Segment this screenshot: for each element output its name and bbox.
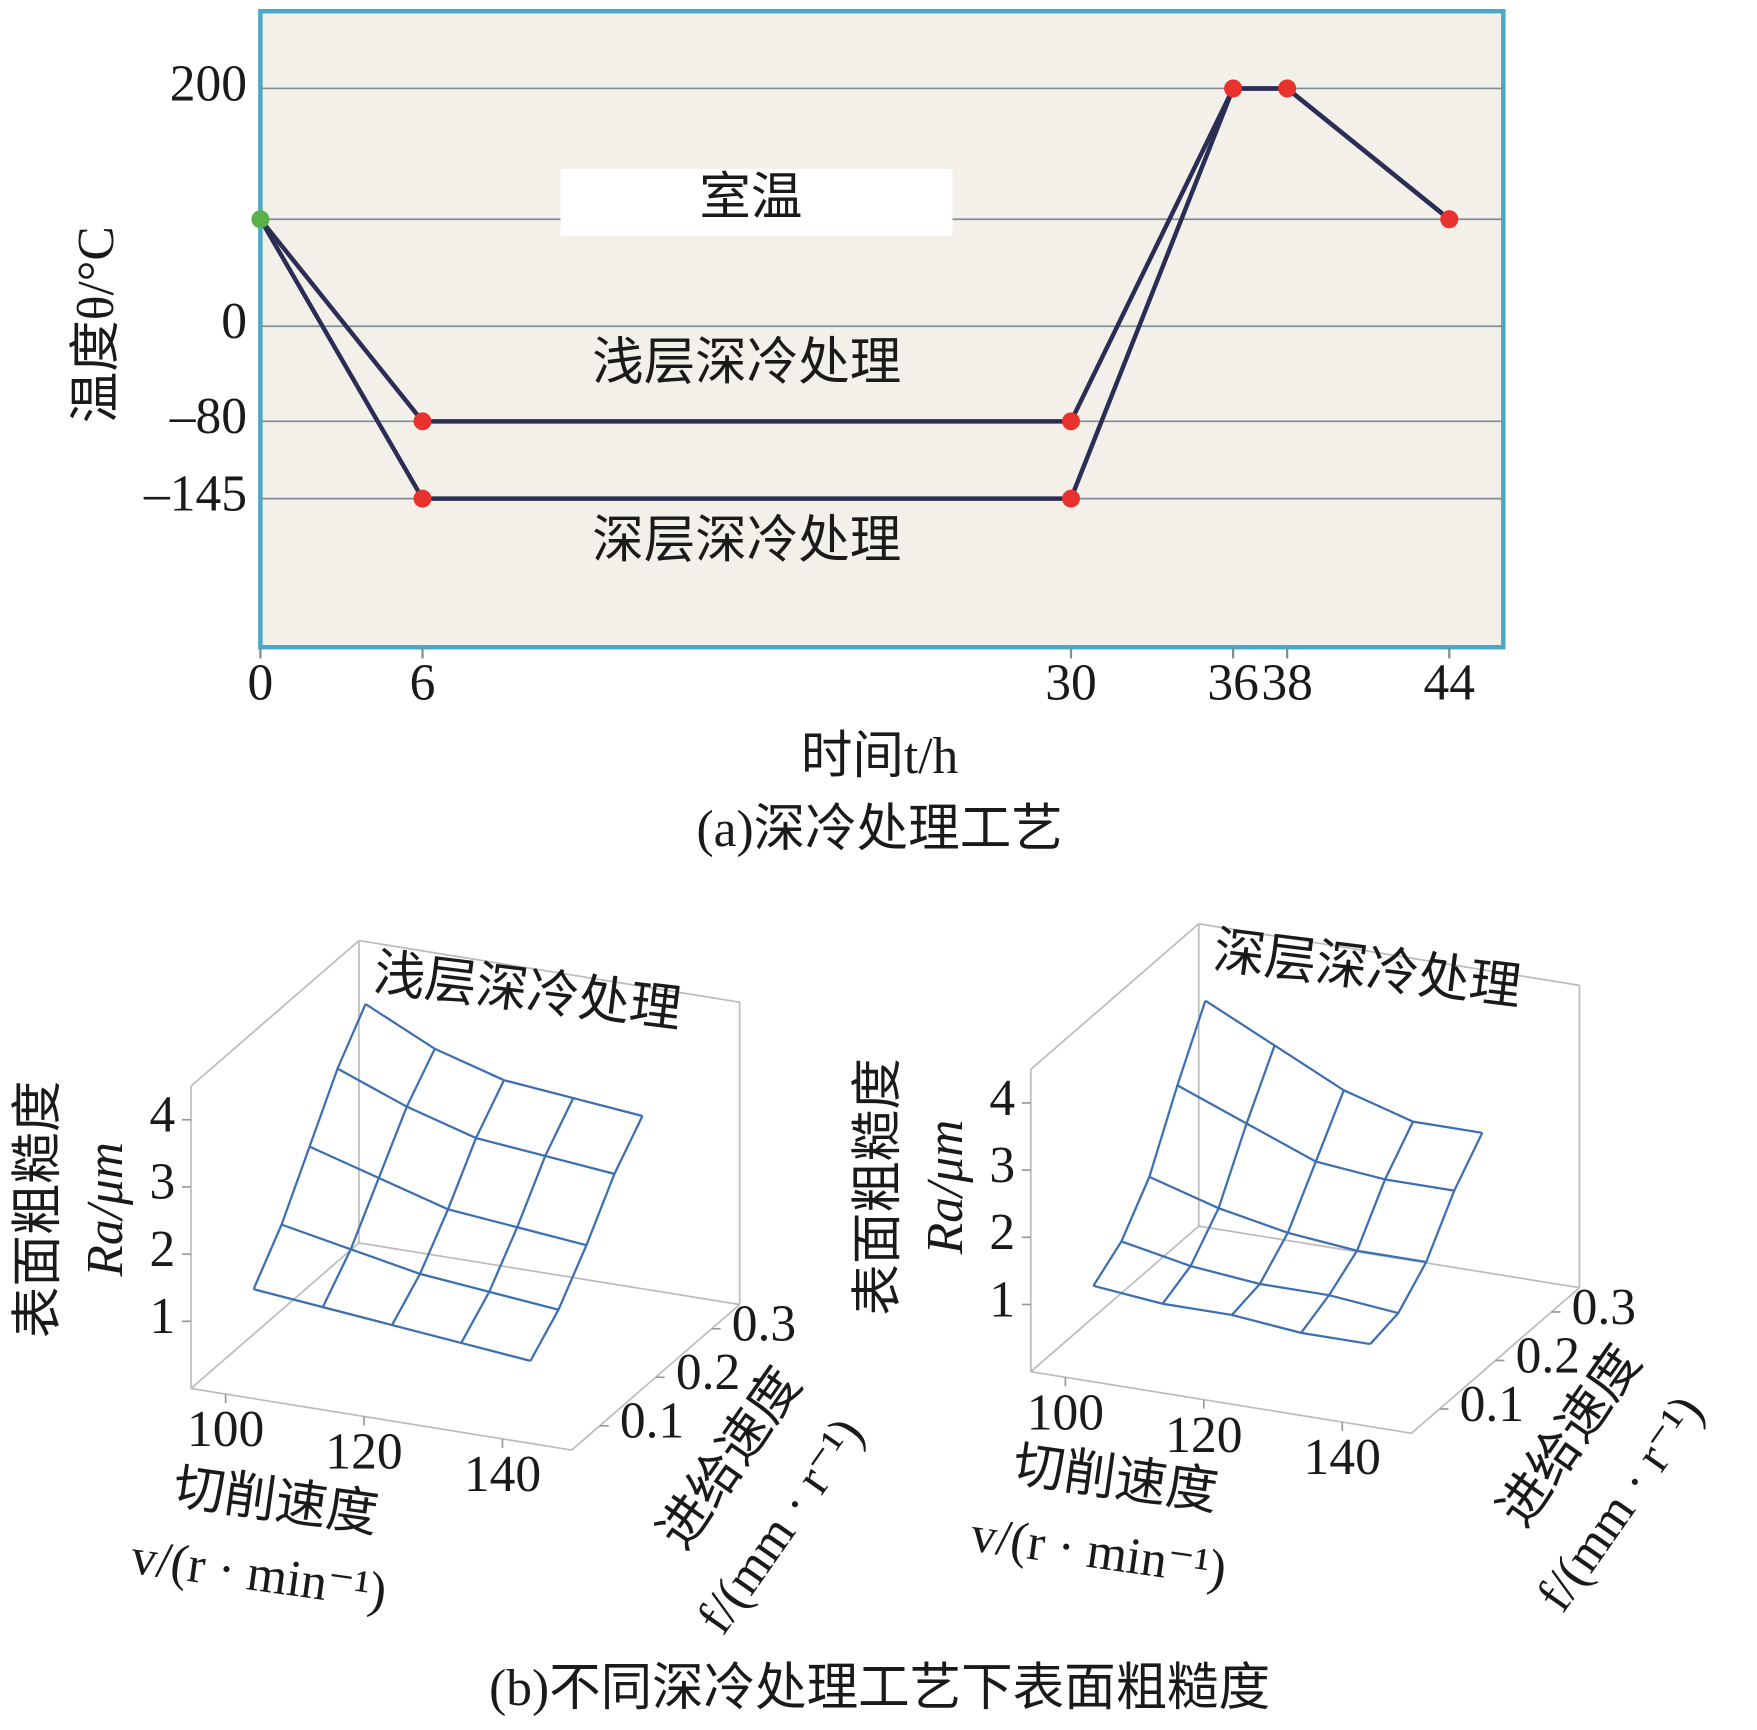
box-edge [190,1242,360,1390]
z-tick-label: 3 [150,1154,176,1211]
surface-row [253,1288,531,1362]
y-tick-label: 0.2 [1516,1327,1580,1384]
z-tick-label: 4 [989,1070,1015,1127]
y-axis-label: 温度θ/°C [68,226,125,423]
x-tick-label: 44 [1424,654,1476,711]
surface-row [1148,1175,1427,1264]
x-tick-label: 140 [464,1446,541,1503]
z-tick-label: 1 [989,1271,1015,1328]
y-tick-label: –145 [143,465,247,522]
point [251,210,270,229]
surface-column [1161,1045,1276,1305]
plot-area [258,8,1506,650]
surface-column [391,1079,506,1326]
point [1062,489,1080,508]
chart-title: 深层深冷处理 [1210,922,1524,1016]
x-tick-label: 120 [325,1424,402,1481]
surface-row [364,1003,643,1118]
point [1278,79,1297,98]
x-tick-label: 36 [1207,654,1259,711]
x-tick-label: 120 [1165,1407,1242,1464]
point [1224,79,1243,98]
point [413,489,432,508]
surface-column [1300,1121,1415,1334]
y-tick-label: 0.2 [676,1344,740,1401]
y-tick-label: 0.3 [732,1296,796,1353]
point [1440,210,1459,229]
surface-column [460,1097,575,1344]
z-tick-label: 2 [989,1204,1015,1261]
y-tick-label: 200 [170,55,247,112]
surface-row [309,1145,587,1247]
z-tick-label: 1 [150,1288,176,1345]
reference-label-box [560,168,953,237]
z-axis-unit: Ra/μm [917,1120,974,1256]
series-line [258,86,1451,501]
y-tick-label: 0.3 [1572,1279,1636,1336]
x-axis-unit: v/(r · min⁻¹) [128,1528,391,1620]
x-axis-label: 时间t/h [801,728,959,785]
surface-row [1204,999,1483,1134]
surface-column [1369,1132,1484,1345]
box-edge [358,939,740,1003]
surface-column [529,1115,644,1362]
point [1062,412,1080,431]
series-label: 深层深冷处理 [592,512,901,569]
surface-column [1092,1000,1207,1287]
y-tick-label: –80 [169,388,247,445]
box-edge [1030,1225,1200,1373]
x-axis-unit: v/(r · min⁻¹) [967,1506,1230,1598]
box-edge [190,1387,572,1451]
x-tick-label: 100 [1027,1384,1104,1441]
z-axis-unit: Ra/μm [77,1142,134,1278]
box-edge [1030,923,1200,1070]
x-tick-label: 100 [187,1401,264,1458]
surface-row [281,1223,559,1311]
surface-column [321,1048,436,1308]
z-tick-label: 4 [150,1087,176,1144]
chart-title: 浅层深冷处理 [371,945,685,1039]
x-tick-label: 6 [410,654,436,711]
point [413,412,432,431]
x-tick-label: 30 [1045,654,1097,711]
surface-column [1230,1089,1345,1316]
box-edge [358,1242,740,1306]
surface-row [337,1067,615,1175]
box-edge [1198,922,1580,987]
series-label: 浅层深冷处理 [592,334,901,391]
box-edge [190,939,360,1087]
z-tick-label: 2 [150,1221,176,1278]
surface-row [1176,1084,1455,1192]
surface-column [252,1003,367,1290]
reference-label: 室温 [699,169,802,226]
x-tick-label: 38 [1261,654,1313,711]
box-edge [1030,1370,1412,1435]
x-tick-label: 0 [248,654,274,711]
caption: (a)深冷处理工艺 [697,801,1063,858]
caption: (b)不同深冷处理工艺下表面粗糙度 [489,1660,1270,1717]
y-tick-label: 0 [221,293,247,350]
z-axis-label: 表面粗糙度 [850,1058,907,1316]
z-tick-label: 3 [989,1137,1015,1194]
x-tick-label: 140 [1304,1429,1381,1486]
y-tick-label: 0.1 [1460,1376,1524,1433]
z-axis-label: 表面粗糙度 [10,1081,67,1339]
y-tick-label: 0.1 [620,1393,684,1450]
